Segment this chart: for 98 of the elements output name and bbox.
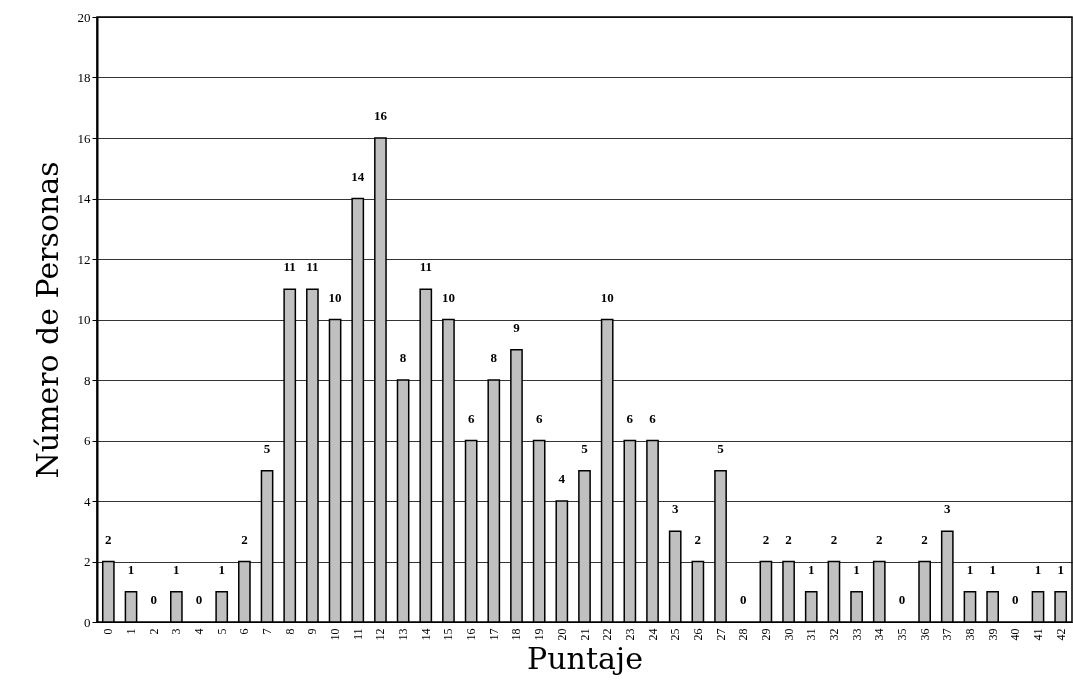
data-label: 1: [989, 561, 996, 577]
data-label: 0: [1012, 592, 1019, 607]
x-tick-label: 23: [622, 628, 637, 641]
x-tick-label: 39: [985, 628, 1000, 641]
data-label: 2: [785, 531, 792, 547]
data-label: 11: [419, 259, 432, 275]
x-tick-label: 26: [690, 628, 705, 641]
x-tick-label: 29: [758, 628, 773, 641]
data-label: 2: [105, 531, 112, 547]
data-label: 2: [876, 531, 883, 547]
x-tick-label: 21: [577, 628, 592, 641]
x-tick-label: 7: [260, 628, 275, 635]
x-tick-label: 8: [282, 628, 297, 635]
x-tick-label: 5: [214, 628, 229, 635]
y-tick-label: 18: [77, 70, 91, 85]
x-tick-label: 14: [418, 628, 433, 641]
data-label: 11: [306, 259, 319, 275]
x-tick-label: 42: [1053, 628, 1068, 641]
data-label: 6: [467, 410, 475, 426]
x-tick-label: 2: [146, 628, 161, 635]
y-tick-label: 6: [84, 433, 91, 448]
data-label: 5: [263, 440, 271, 456]
data-label: 2: [921, 531, 928, 547]
x-tick-label: 10: [328, 628, 343, 641]
x-tick-label: 36: [917, 628, 932, 641]
x-tick-label: 22: [600, 628, 615, 641]
x-tick-label: 1: [124, 628, 139, 635]
x-tick-label: 3: [169, 628, 184, 635]
x-tick-label: 27: [713, 628, 728, 641]
data-label: 1: [1057, 561, 1064, 577]
x-tick-label: 34: [872, 628, 887, 641]
x-tick-label: 33: [849, 628, 864, 641]
x-axis-title: Puntaje: [527, 640, 643, 676]
data-label: 1: [127, 561, 135, 577]
x-tick-label: 24: [645, 628, 660, 641]
y-tick-label: 14: [77, 191, 91, 206]
x-tick-label: 35: [894, 628, 909, 641]
x-tick-label: 17: [486, 628, 501, 641]
data-label: 5: [581, 440, 589, 456]
data-label: 1: [853, 561, 860, 577]
y-tick-label: 2: [84, 554, 91, 569]
data-label: 8: [399, 350, 407, 365]
x-tick-label: 38: [962, 628, 977, 641]
data-label: 1: [173, 561, 180, 577]
y-tick-label: 12: [77, 251, 91, 267]
y-tick-label: 20: [77, 9, 91, 25]
y-tick-label: 4: [84, 493, 91, 509]
x-tick-label: 9: [305, 628, 320, 635]
data-label: 2: [241, 531, 248, 547]
data-label: 0: [195, 592, 203, 607]
x-tick-label: 12: [373, 628, 388, 641]
data-label: 3: [944, 501, 952, 517]
x-tick-label: 0: [101, 628, 116, 635]
data-label: 9: [513, 319, 521, 335]
x-tick-label: 25: [668, 628, 683, 641]
x-tick-label: 20: [554, 628, 569, 641]
data-label: 10: [328, 289, 342, 305]
data-label: 3: [671, 501, 679, 517]
data-label: 6: [626, 410, 634, 426]
data-label: 0: [898, 592, 906, 607]
x-tick-label: 4: [192, 628, 207, 635]
data-label: 16: [373, 108, 388, 123]
data-label: 1: [1034, 561, 1042, 577]
data-label: 10: [441, 289, 455, 305]
data-label: 14: [351, 168, 365, 184]
x-tick-label: 31: [804, 628, 819, 641]
data-label: 2: [830, 531, 838, 547]
data-label: 5: [717, 440, 725, 456]
data-label: 8: [490, 350, 498, 365]
data-label: 2: [762, 531, 770, 547]
y-tick-label: 16: [77, 130, 91, 146]
data-label: 4: [558, 471, 566, 486]
data-label: 10: [600, 289, 614, 305]
data-label: 6: [649, 410, 657, 426]
data-label: 1: [218, 561, 225, 577]
x-tick-label: 16: [464, 628, 479, 641]
data-label: 6: [535, 410, 543, 426]
x-tick-label: 37: [940, 628, 955, 641]
x-tick-label: 19: [532, 628, 547, 641]
data-label: 2: [694, 531, 702, 547]
data-label: 1: [807, 561, 815, 577]
x-tick-label: 30: [781, 628, 796, 641]
data-label: 0: [739, 592, 747, 607]
x-tick-label: 18: [509, 628, 524, 641]
y-axis-title: Número de Personas: [29, 161, 65, 479]
x-tick-label: 11: [350, 628, 365, 641]
x-tick-label: 28: [736, 628, 751, 641]
data-label: 11: [283, 259, 296, 275]
x-tick-label: 40: [1008, 628, 1023, 641]
x-tick-label: 6: [237, 628, 252, 635]
x-tick-label: 41: [1030, 628, 1045, 641]
data-label: 1: [966, 561, 974, 577]
y-tick-label: 10: [77, 312, 91, 327]
data-label: 0: [150, 592, 157, 607]
x-tick-label: 32: [826, 628, 841, 641]
y-tick-label: 8: [84, 372, 91, 388]
x-tick-label: 13: [396, 628, 411, 641]
x-tick-label: 15: [441, 628, 456, 641]
